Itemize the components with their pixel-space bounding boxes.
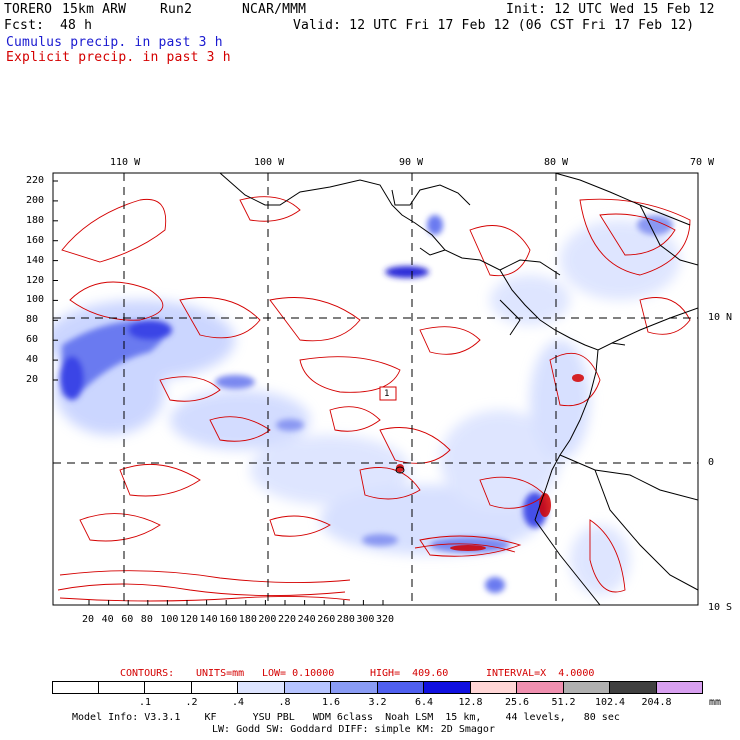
colorbar-label: .1 [138, 697, 152, 708]
colorbar-label: 1.6 [321, 697, 341, 708]
colorbar-cell [470, 681, 517, 694]
lon-label-110w: 110 W [110, 157, 141, 168]
axis-ticks [53, 180, 384, 605]
colorbar-label: .4 [231, 697, 245, 708]
colorbar-cell [610, 681, 657, 694]
contours-high: HIGH= 409.60 [370, 668, 449, 679]
colorbar-label: 102.4 [594, 697, 626, 708]
contours-low: LOW= 0.10000 [262, 668, 335, 679]
map-frame [52, 172, 699, 606]
y-tick-label: 80 [26, 314, 39, 326]
colorbar-label: 12.8 [458, 697, 483, 708]
x-tick-label: 240 [297, 614, 316, 625]
colorbar-label: 51.2 [551, 697, 576, 708]
box-label: 1 [384, 389, 390, 399]
y-tick-label: 60 [26, 334, 39, 346]
lat-label-10s: 10 S [708, 602, 733, 613]
island-outline [395, 466, 405, 474]
colorbar-cell [377, 681, 424, 694]
y-tick-label: 200 [26, 194, 45, 206]
colorbar-unit: mm [709, 697, 722, 708]
colorbar-cell [331, 681, 378, 694]
x-tick-label: 220 [278, 614, 297, 625]
x-tick-label: 40 [101, 614, 114, 625]
cumulus-legend: Cumulus precip. in past 3 h [6, 35, 223, 50]
x-tick-label: 320 [376, 614, 395, 625]
model-info: Model Info: V3.3.1 KF YSU PBL WDM 6class… [72, 712, 620, 723]
x-tick-label: 160 [219, 614, 238, 625]
lon-label-70w: 70 W [690, 157, 715, 168]
model-name: TORERO [4, 2, 53, 17]
x-tick-label: 180 [238, 614, 257, 625]
colorbar-cell [284, 681, 331, 694]
forecast-hour: 48 h [60, 18, 93, 33]
y-tick-label: 40 [26, 354, 39, 366]
colorbar-cell [52, 681, 99, 694]
y-tick-label: 140 [26, 254, 45, 266]
forecast-label: Fcst: [4, 18, 45, 33]
physics-info: LW: Godd SW: Goddard DIFF: simple KM: 2D… [212, 724, 495, 735]
colorbar-cell [145, 681, 192, 694]
explicit-contours [57, 196, 691, 602]
colorbar-label: .8 [278, 697, 291, 708]
x-tick-label: 300 [356, 614, 375, 625]
lat-label-10n: 10 N [708, 312, 733, 323]
lon-label-100w: 100 W [254, 157, 285, 168]
run-label: Run2 [160, 2, 193, 17]
lon-label-80w: 80 W [544, 157, 569, 168]
resolution-label: 15km ARW [62, 2, 127, 17]
x-tick-label: 200 [258, 614, 277, 625]
x-tick-label: 60 [121, 614, 134, 625]
y-tick-label: 160 [26, 234, 45, 246]
colorbar-cell [563, 681, 610, 694]
x-tick-label: 140 [199, 614, 218, 625]
colorbar-label: 25.6 [504, 697, 530, 708]
coastline [219, 173, 698, 605]
colorbar-cell [517, 681, 564, 694]
y-tick-label: 180 [26, 214, 45, 226]
x-tick-label: 20 [82, 614, 95, 625]
init-time: Init: 12 UTC Wed 15 Feb 12 [506, 2, 715, 17]
x-tick-label: 260 [317, 614, 336, 625]
y-tick-label: 120 [26, 274, 45, 286]
colorbar-cell [424, 681, 471, 694]
x-tick-label: 80 [140, 614, 153, 625]
colorbar-label: 6.4 [414, 697, 434, 708]
explicit-legend: Explicit precip. in past 3 h [6, 50, 231, 65]
x-tick-label: 280 [336, 614, 355, 625]
graticule [53, 173, 698, 605]
x-tick-label: 120 [180, 614, 199, 625]
y-tick-label: 20 [26, 374, 39, 385]
contours-title: CONTOURS: [120, 668, 175, 679]
contours-units: UNITS=mm [196, 668, 245, 679]
contours-interval: INTERVAL=X 4.0000 [486, 668, 595, 679]
y-tick-label: 220 [26, 175, 45, 186]
colorbar-label: .2 [185, 697, 198, 708]
colorbar-cell [238, 681, 285, 694]
org-label: NCAR/MMM [242, 2, 307, 17]
lat-label-0: 0 [708, 457, 715, 468]
colorbar-cell [191, 681, 238, 694]
x-tick-label: 100 [160, 614, 179, 625]
colorbar-label: 204.8 [641, 697, 672, 708]
lon-label-90w: 90 W [399, 157, 424, 168]
y-tick-label: 100 [26, 294, 45, 306]
colorbar-cell [98, 681, 145, 694]
valid-time: Valid: 12 UTC Fri 17 Feb 12 (06 CST Fri … [293, 18, 695, 33]
colorbar-label: 3.2 [368, 697, 387, 708]
colorbar-frame [52, 681, 703, 694]
highlight-box [379, 386, 397, 401]
